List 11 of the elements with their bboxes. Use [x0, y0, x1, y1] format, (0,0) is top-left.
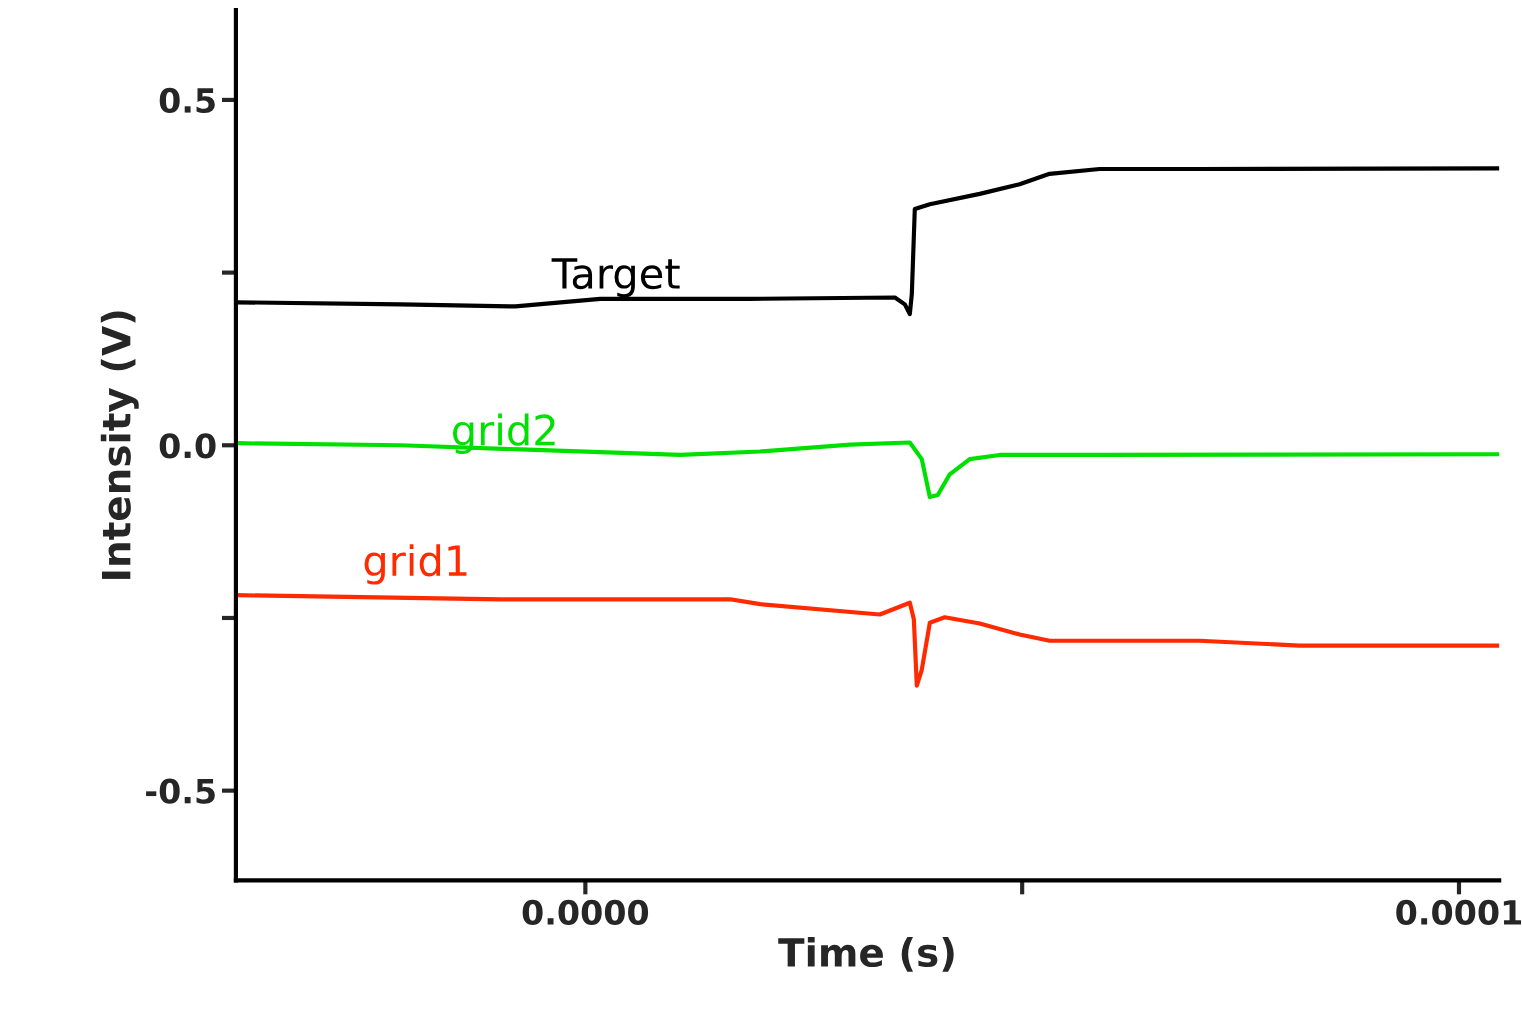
x-axis-title: Time (s) — [778, 937, 954, 972]
series-label: Target — [551, 258, 680, 298]
series-label: grid1 — [364, 544, 467, 585]
x-tick-label: 0.0000 — [522, 899, 649, 925]
y-axis-title: Intensity (V) — [100, 311, 139, 579]
y-tick-label: 0.5 — [159, 87, 215, 114]
x-tick-label: 0.0001 — [1396, 899, 1522, 925]
line-series — [235, 593, 1500, 688]
series-label: grid2 — [452, 413, 555, 454]
y-tick-label: -0.5 — [146, 778, 215, 804]
y-tick-label: 0.0 — [159, 433, 216, 459]
